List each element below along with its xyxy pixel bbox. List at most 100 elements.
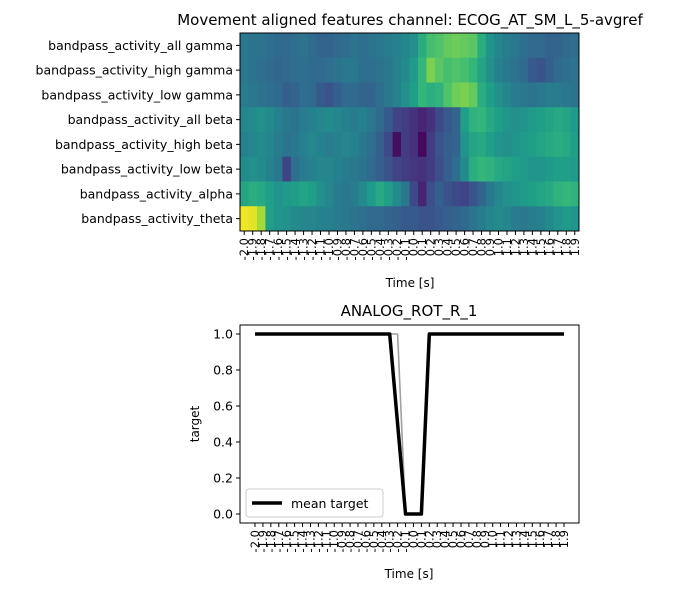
heatmap-cell [460,33,470,59]
heatmap-cell [511,107,521,133]
heatmap-cell [460,82,470,108]
x-tick-label: 1.7 [541,530,555,548]
heatmap-cell [333,82,343,108]
heatmap-cell [528,181,538,207]
x-tick-label: -1.7 [263,238,277,260]
heatmap-cell [434,206,444,232]
heatmap-cell [562,33,571,59]
heatmap-cell [358,107,368,133]
heatmap-cell [265,181,275,207]
heatmap-cell [333,132,343,158]
heatmap-cell [248,132,258,158]
x-tick-label: -1.0 [327,530,341,552]
heatmap-cell [273,33,283,59]
heatmap-cell [528,107,538,133]
heatmap-cell [451,82,461,108]
heatmap-cell [502,156,512,182]
heatmap-cell [417,82,427,108]
heatmap-cell [273,57,283,83]
heatmap-cell [350,206,360,232]
heatmap-cell [240,82,249,108]
heatmap-cell [528,156,538,182]
heatmap-cell [570,107,580,133]
heatmap-cell [502,181,512,207]
heatmap-cell [316,156,326,182]
heatmap-cell [290,132,300,158]
x-tick-label: 1.2 [502,530,516,548]
heatmap-cell [299,33,309,59]
heatmap-cell [392,181,402,207]
heatmap-cell [553,82,563,108]
heatmap-cell [562,181,571,207]
heatmap-cell [265,82,275,108]
heatmap-cell [426,181,436,207]
x-tick-label: -0.5 [364,238,378,260]
heatmap-cell [460,132,470,158]
x-tick-label: -0.2 [391,530,405,552]
heatmap-cell [358,156,368,182]
heatmap-cell [553,107,563,133]
heatmap-cell [417,156,427,182]
heatmap-cell [316,57,326,83]
heatmap-cell [511,33,521,59]
heatmap-cell [273,206,283,232]
x-tick-label: 0.7 [462,530,476,548]
row-label: bandpass_activity_high beta [55,137,233,152]
heatmap-cell [545,57,554,83]
x-tick-label: 0.3 [430,530,444,548]
heatmap-cell [570,57,580,83]
x-tick-label: -1.4 [296,530,310,552]
heatmap-cell [375,181,385,207]
heatmap-cell [375,132,385,158]
heatmap-cell [528,132,538,158]
heatmap-cell [341,156,351,182]
x-tick-label: 1.4 [517,530,531,548]
heatmap-cell [562,82,571,108]
heatmap-cell [358,132,368,158]
heatmap-cell [282,181,292,207]
x-tick-label: -1.3 [297,238,311,260]
heatmap-cell [562,107,571,133]
heatmap-cell [443,33,453,59]
heatmap-cell [468,156,478,182]
heatmap-cell [248,107,258,133]
heatmap-xlabel: Time [s] [385,276,435,290]
heatmap-cell [545,82,554,108]
heatmap-cell [290,156,300,182]
heatmap-cell [265,33,275,59]
heatmap-cell [273,181,283,207]
x-tick-label: -1.1 [319,530,333,552]
heatmap-cell [240,57,249,83]
heatmap-cell [324,206,334,232]
heatmap-cell [485,33,495,59]
heatmap-cell [553,206,563,232]
row-label: bandpass_activity_all gamma [48,38,233,53]
heatmap-cell [367,181,376,207]
heatmap-cell [417,181,427,207]
heatmap-cell [375,82,385,108]
heatmap-cell [358,181,368,207]
row-label: bandpass_activity_theta [81,211,233,226]
x-tick-label: 0.4 [438,530,452,548]
heatmap-cell [468,57,478,83]
heatmap-cell [468,206,478,232]
heatmap-cell [451,33,461,59]
heatmap-cell [350,132,360,158]
x-tick-label: -1.9 [256,530,270,552]
heatmap-cell [477,107,487,133]
heatmap-cell [536,156,546,182]
heatmap-cell [333,181,343,207]
heatmap-cell [299,57,309,83]
legend-box [245,488,384,518]
heatmap-cell [341,132,351,158]
heatmap-cell [392,82,402,108]
heatmap-cell [519,181,529,207]
heatmap-cell [511,156,521,182]
heatmap-cell [443,206,453,232]
heatmap-cell [341,57,351,83]
heatmap-cell [460,57,470,83]
x-tick-label: 0.8 [470,530,484,548]
heatmap-cell [392,206,402,232]
heatmap-cell [570,33,580,59]
heatmap-cell [341,206,351,232]
